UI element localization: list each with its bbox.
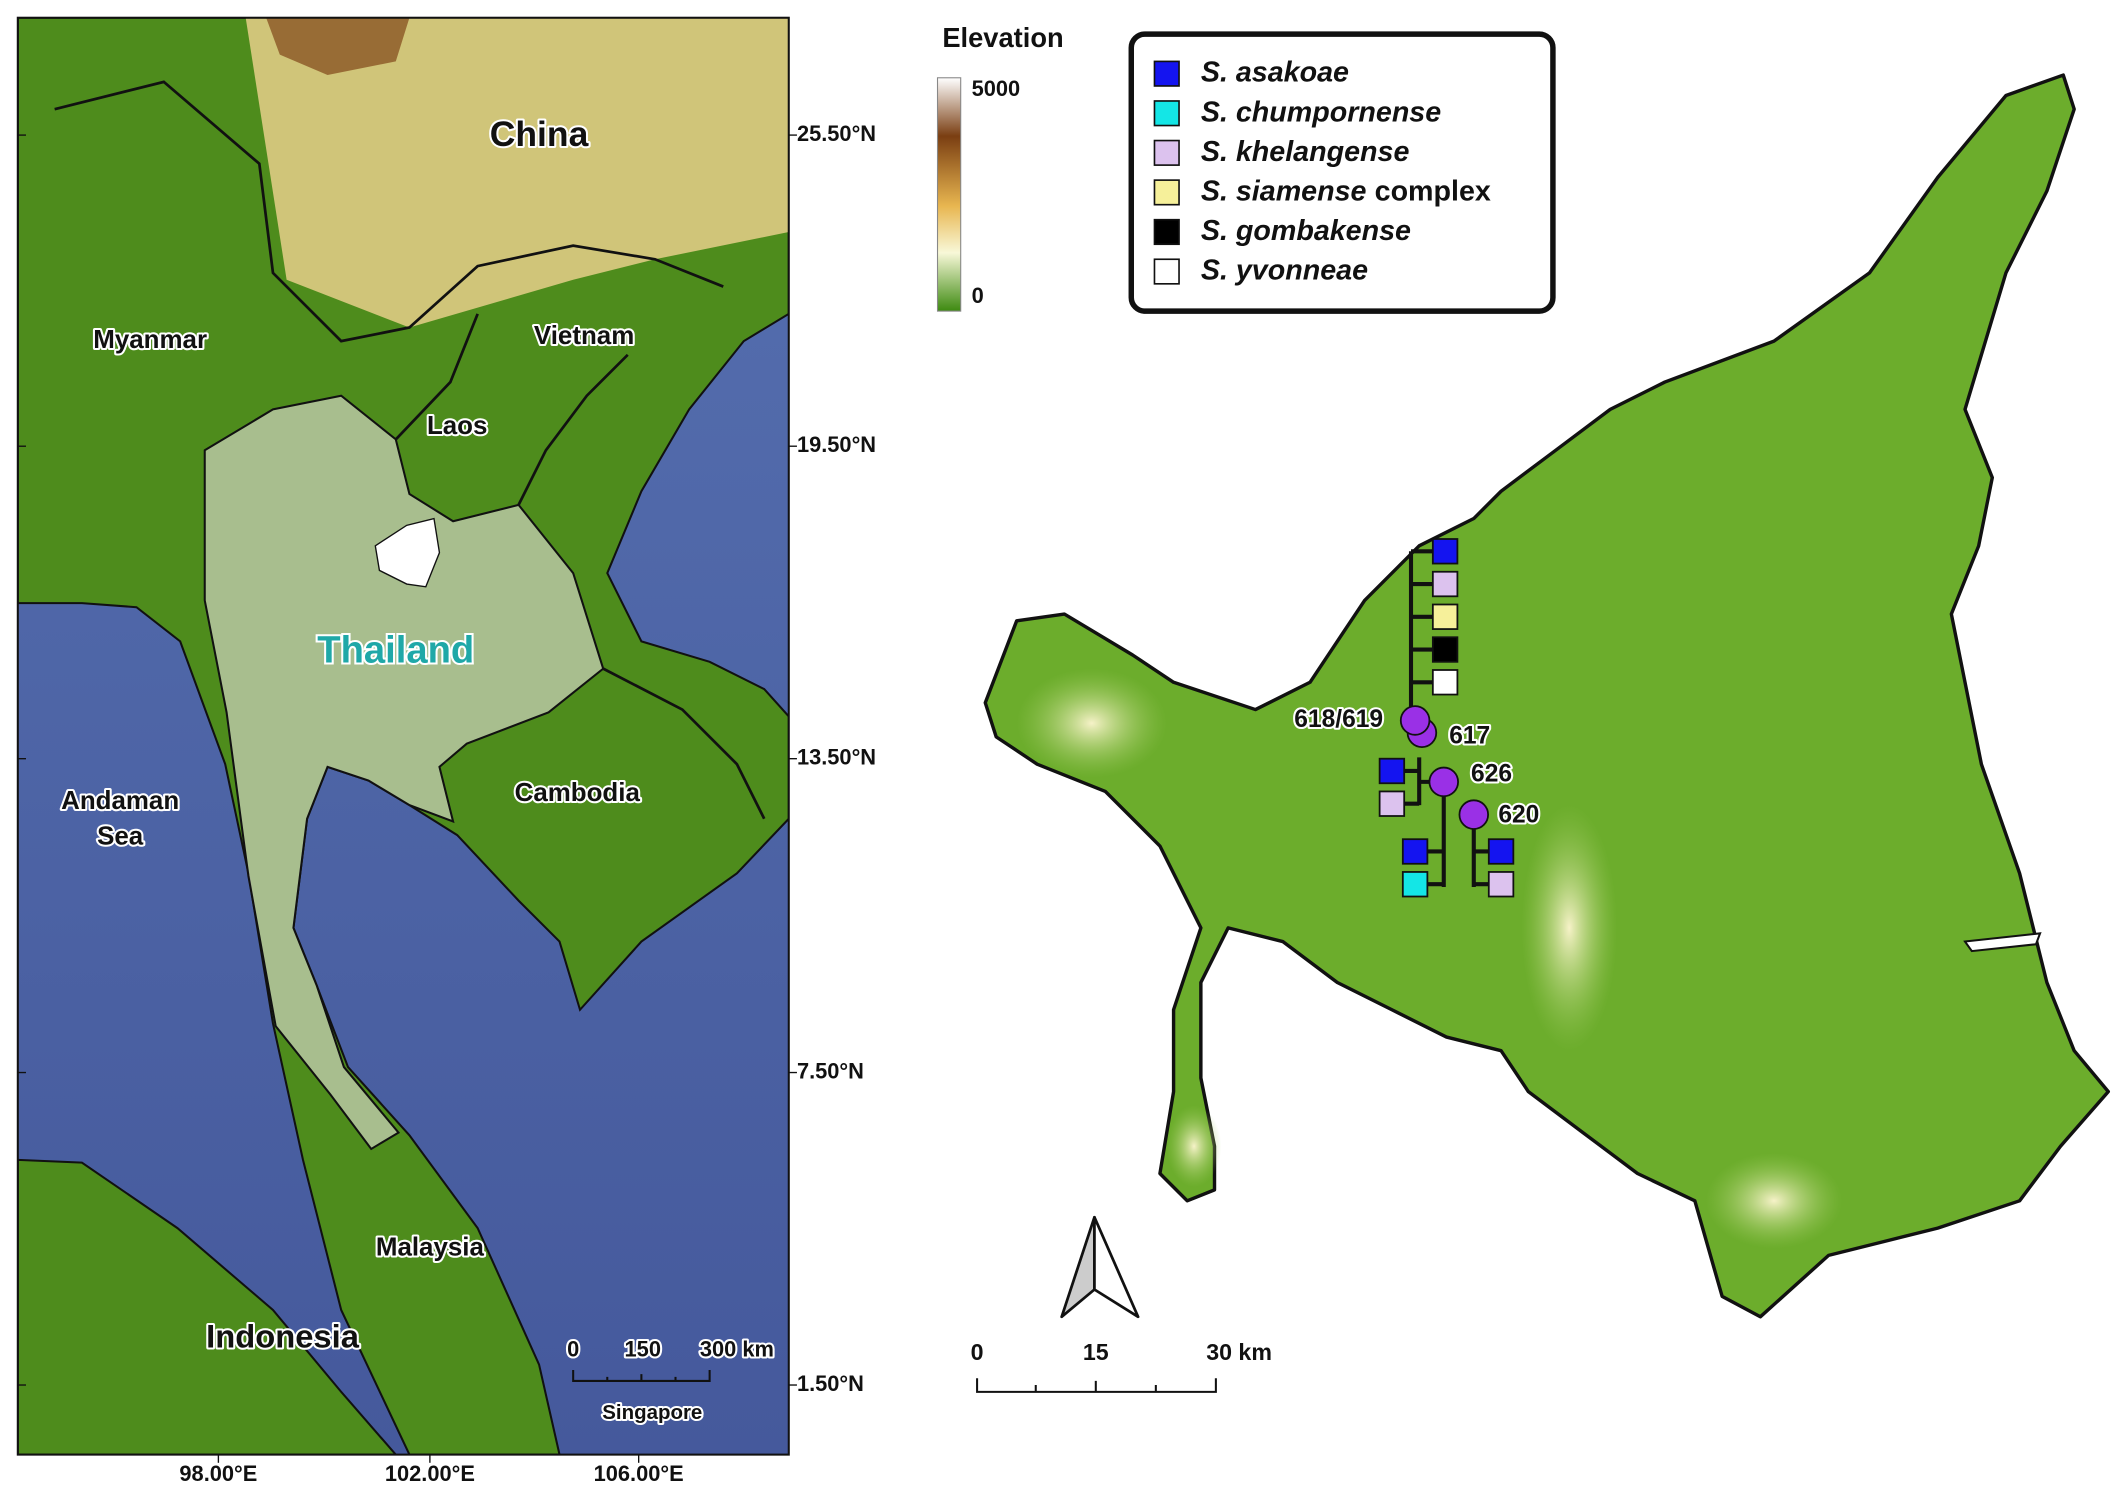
species-name: S. chumpornense bbox=[1201, 96, 1441, 128]
highland bbox=[1705, 1153, 1843, 1249]
scale-bar bbox=[976, 1378, 1217, 1393]
species-legend-rows: S. asakoae S. chumpornense S. khelangense S… bbox=[1153, 56, 1491, 286]
longitude-label: 102.00°E bbox=[385, 1461, 475, 1486]
species-marker bbox=[1487, 838, 1515, 865]
province bbox=[983, 73, 2111, 1319]
colorbar-label: 0 bbox=[972, 283, 984, 308]
latitude-label: 25.50°N bbox=[797, 121, 876, 146]
country-label: China bbox=[490, 114, 589, 154]
latitude-label: 13.50°N bbox=[797, 744, 876, 769]
species-name: S. asakoae bbox=[1201, 56, 1349, 88]
legend-label: S. yvonneae bbox=[1201, 254, 1368, 286]
country-label: Laos bbox=[427, 412, 487, 440]
species-suffix: complex bbox=[1375, 175, 1491, 207]
scale-bar bbox=[572, 1370, 711, 1382]
country-label: Myanmar bbox=[93, 326, 207, 354]
legend-swatch bbox=[1153, 139, 1180, 166]
species-legend bbox=[1128, 31, 1556, 314]
species-marker bbox=[1431, 669, 1459, 696]
china-peaks bbox=[266, 17, 410, 76]
scale-label: 0 bbox=[567, 1337, 579, 1362]
sumatra bbox=[17, 1158, 398, 1455]
species-marker bbox=[1487, 871, 1515, 898]
scale-label: 300 km bbox=[700, 1337, 774, 1362]
highland bbox=[1521, 805, 1618, 1051]
tree-line bbox=[1404, 757, 1444, 806]
tree-line bbox=[1427, 781, 1446, 887]
borders bbox=[54, 80, 766, 820]
country-label: Cambodia bbox=[515, 779, 641, 807]
species-marker bbox=[1378, 790, 1406, 817]
scale-label: 30 km bbox=[1206, 1339, 1272, 1365]
legend-swatch bbox=[1153, 179, 1180, 206]
scale-label: 15 bbox=[1083, 1339, 1109, 1365]
place-label: Singapore bbox=[602, 1401, 702, 1424]
country-label: Thailand bbox=[317, 628, 474, 671]
country-label: Malaysia bbox=[376, 1233, 485, 1261]
province-highlight bbox=[374, 517, 441, 588]
legend-label: S. chumpornense bbox=[1201, 96, 1441, 128]
species-marker bbox=[1401, 838, 1429, 865]
species-marker bbox=[1431, 538, 1459, 565]
colorbar-label: 5000 bbox=[972, 76, 1021, 101]
latitude-label: 1.50°N bbox=[797, 1371, 864, 1396]
legend-label: S. siamense complex bbox=[1201, 175, 1491, 207]
site-label: 620 bbox=[1498, 801, 1539, 828]
highland bbox=[1166, 1105, 1222, 1188]
site-label: 617 bbox=[1449, 722, 1490, 749]
legend-label: S. khelangense bbox=[1201, 135, 1410, 167]
reservoir bbox=[1963, 932, 2042, 953]
map-frame bbox=[16, 16, 790, 1456]
species-marker bbox=[1431, 570, 1459, 598]
species-name: S. yvonneae bbox=[1201, 254, 1368, 286]
scale-label: 0 bbox=[971, 1339, 984, 1365]
thailand bbox=[203, 394, 605, 1151]
legend-label: S. asakoae bbox=[1201, 56, 1349, 88]
latitude-label: 7.50°N bbox=[797, 1058, 864, 1083]
species-marker bbox=[1378, 757, 1406, 785]
country-label: Vietnam bbox=[534, 322, 634, 350]
longitude-label: 106.00°E bbox=[594, 1461, 684, 1486]
legend-title: Elevation bbox=[942, 22, 1063, 53]
legend-swatch bbox=[1153, 100, 1180, 127]
highland bbox=[1016, 668, 1167, 778]
graticule-labels: 25.50°N 19.50°N 13.50°N 7.50°N 1.50°N 98.00°E… bbox=[17, 121, 876, 1486]
overview-map bbox=[17, 17, 789, 1455]
sea-label: Sea bbox=[97, 823, 144, 851]
legend-swatch bbox=[1153, 258, 1180, 285]
elevation-colorbar bbox=[936, 77, 962, 312]
longitude-label: 98.00°E bbox=[179, 1461, 257, 1486]
species-marker bbox=[1401, 871, 1429, 898]
china-highland bbox=[245, 17, 789, 328]
site-marker bbox=[1428, 766, 1459, 798]
latitude-label: 19.50°N bbox=[797, 432, 876, 457]
tree-line bbox=[1408, 549, 1433, 724]
species-name: S. gombakense bbox=[1201, 215, 1411, 247]
sea-label: Andaman bbox=[61, 787, 179, 815]
species-name: S. khelangense bbox=[1201, 135, 1410, 167]
scale-label: 150 bbox=[625, 1337, 661, 1362]
site-marker bbox=[1458, 799, 1489, 830]
species-name: S. siamense bbox=[1201, 175, 1367, 207]
site-label: 626 bbox=[1471, 761, 1512, 788]
north-arrow bbox=[1060, 1215, 1140, 1319]
legend-label: S. gombakense bbox=[1201, 215, 1411, 247]
site-label: 618/619 bbox=[1294, 706, 1383, 733]
species-marker bbox=[1431, 636, 1459, 663]
site-marker bbox=[1399, 705, 1431, 736]
detail-map bbox=[983, 73, 2111, 1319]
country-label: Indonesia bbox=[206, 1317, 360, 1354]
sampling-sites: 618/619 617 626 620 bbox=[1292, 538, 1541, 898]
species-marker bbox=[1431, 603, 1459, 630]
legend-swatch bbox=[1153, 218, 1180, 246]
legend-swatch bbox=[1153, 60, 1180, 87]
